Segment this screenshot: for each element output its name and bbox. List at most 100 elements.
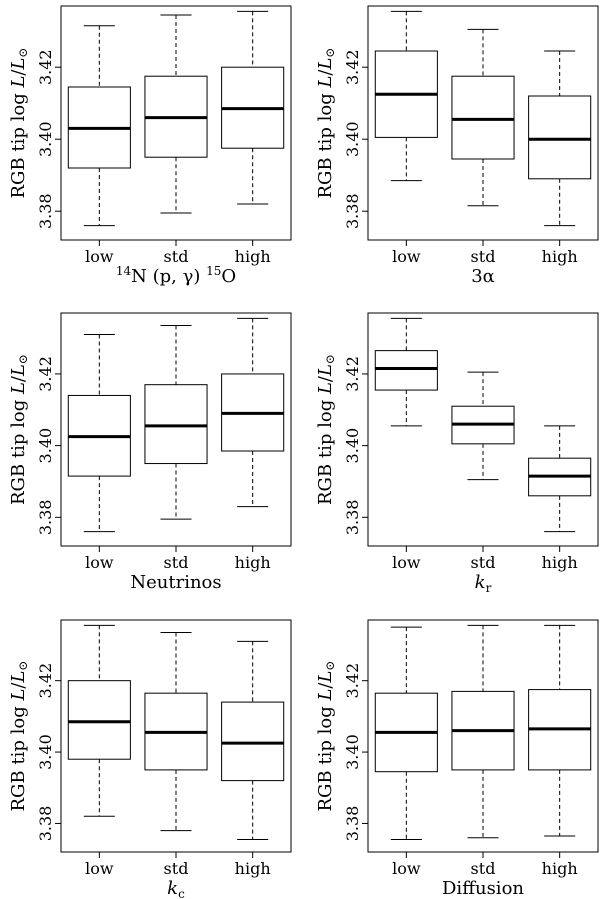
y-tick-label: 3.42: [343, 663, 362, 699]
y-title-sun-symbol: ⊙: [323, 354, 337, 364]
y-tick-label: 3.40: [343, 121, 362, 157]
x-tick-label-high: high: [235, 247, 271, 266]
y-title-text: RGB tip log: [315, 701, 336, 812]
box-low: [374, 317, 438, 427]
y-tick-label: 3.38: [36, 500, 55, 536]
y-title-sun-symbol: ⊙: [323, 48, 337, 58]
x-axis-title: Diffusion: [442, 878, 524, 899]
x-title-var: k: [475, 572, 486, 593]
iqr-box: [374, 350, 438, 391]
y-tick-label: 3.40: [343, 428, 362, 464]
x-tick-label-high: high: [542, 859, 578, 878]
y-title-sun-symbol: ⊙: [323, 661, 337, 671]
box-high: [528, 425, 592, 533]
y-tick-label: 3.38: [36, 806, 55, 842]
y-title-var: L: [315, 671, 336, 684]
x-title-text: O: [221, 266, 236, 287]
iqr-box: [451, 75, 515, 160]
x-tick-label-std: std: [471, 247, 496, 266]
y-axis-title: RGB tip log L/L⊙: [8, 354, 30, 505]
box-std: [144, 631, 208, 832]
y-title-text: RGB tip log: [315, 88, 336, 199]
box-std: [144, 325, 208, 520]
y-title-var: L: [8, 364, 29, 377]
y-title-sep: /: [315, 682, 336, 689]
y-title-var: L: [315, 364, 336, 377]
box-low: [374, 626, 438, 841]
y-axis-title: RGB tip log L/L⊙: [8, 661, 30, 812]
y-title-var: L: [8, 382, 29, 395]
x-tick-label-low: low: [85, 247, 114, 266]
y-tick-label: 3.42: [36, 663, 55, 699]
y-title-sun-symbol: ⊙: [16, 48, 30, 58]
y-title-text: RGB tip log: [8, 701, 29, 812]
y-tick-label: 3.38: [343, 806, 362, 842]
x-axis-title: Neutrinos: [130, 572, 221, 593]
iqr-box: [221, 701, 285, 782]
y-title-var: L: [8, 689, 29, 702]
y-title-sun-symbol: ⊙: [16, 661, 30, 671]
y-title-sep: /: [315, 375, 336, 382]
y-title-text: RGB tip log: [8, 88, 29, 199]
y-tick-label: 3.40: [36, 734, 55, 770]
x-axis-title: kc: [167, 878, 185, 899]
x-tick-label-std: std: [164, 859, 189, 878]
box-std: [451, 624, 515, 839]
y-tick-label: 3.42: [36, 49, 55, 85]
x-tick-label-std: std: [164, 553, 189, 572]
x-title-subscript: r: [486, 581, 492, 595]
y-tick-label: 3.42: [36, 356, 55, 392]
y-axis-title: RGB tip log L/L⊙: [315, 661, 337, 812]
y-axis-title: RGB tip log L/L⊙: [8, 48, 30, 199]
x-title-subscript: c: [178, 887, 185, 899]
box-std: [144, 14, 208, 214]
y-title-var: L: [315, 58, 336, 71]
x-tick-label-high: high: [235, 553, 271, 572]
y-title-text: RGB tip log: [315, 394, 336, 505]
y-tick-label: 3.42: [343, 49, 362, 85]
box-high: [221, 10, 285, 205]
x-tick-label-low: low: [85, 859, 114, 878]
y-title-sep: /: [8, 375, 29, 382]
y-title-text: RGB tip log: [8, 394, 29, 505]
y-title-var: L: [315, 689, 336, 702]
y-tick-label: 3.42: [343, 356, 362, 392]
y-title-sun-symbol: ⊙: [16, 354, 30, 364]
y-tick-label: 3.38: [36, 193, 55, 229]
box-high: [221, 640, 285, 841]
y-title-sep: /: [315, 69, 336, 76]
box-low: [67, 624, 131, 817]
y-tick-label: 3.38: [343, 193, 362, 229]
box-low: [67, 334, 131, 533]
x-title-superscript: 14: [116, 264, 132, 278]
y-title-var: L: [315, 76, 336, 89]
y-tick-label: 3.40: [36, 428, 55, 464]
box-std: [451, 371, 515, 481]
x-title-text: 3α: [471, 266, 495, 287]
x-title-text: N (p, γ): [131, 266, 206, 287]
box-high: [221, 317, 285, 508]
iqr-box: [67, 680, 131, 760]
y-tick-label: 3.40: [343, 734, 362, 770]
y-title-var: L: [315, 382, 336, 395]
x-tick-label-low: low: [85, 553, 114, 572]
y-title-sep: /: [8, 69, 29, 76]
x-tick-label-low: low: [392, 247, 421, 266]
box-low: [67, 25, 131, 227]
x-tick-label-high: high: [235, 859, 271, 878]
x-tick-label-low: low: [392, 859, 421, 878]
y-title-var: L: [8, 76, 29, 89]
box-high: [528, 624, 592, 837]
x-axis-title: kr: [475, 572, 492, 595]
iqr-box: [528, 95, 592, 180]
x-tick-label-std: std: [471, 553, 496, 572]
x-axis-title: 3α: [471, 266, 495, 287]
box-low: [374, 10, 438, 182]
x-tick-label-std: std: [471, 859, 496, 878]
